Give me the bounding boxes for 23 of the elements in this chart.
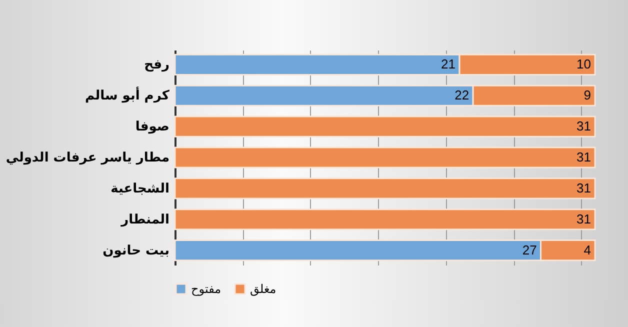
data-label: 31 <box>576 211 591 226</box>
data-label: 27 <box>522 242 537 258</box>
legend-label: مفتوح <box>191 282 222 296</box>
y-tick-label: مطار ياسر عرفات الدولي <box>6 150 170 166</box>
y-tick-label: الشجاعية <box>110 181 170 196</box>
data-label: 31 <box>576 180 591 196</box>
y-tick-label: بيت حانون <box>102 243 170 258</box>
bar <box>174 178 596 200</box>
y-tick-label: صوفا <box>135 120 170 135</box>
bar <box>174 208 596 230</box>
data-label: 21 <box>441 56 456 72</box>
bar <box>174 116 596 138</box>
data-label: 9 <box>584 88 591 103</box>
data-label: 22 <box>454 88 470 103</box>
y-tick-label: كرم أبو سالم <box>85 86 170 104</box>
data-label: 4 <box>584 242 591 258</box>
bar <box>174 146 596 168</box>
legend-label: مغلق <box>250 282 276 296</box>
y-tick-label: المنطار <box>120 212 170 228</box>
data-label: 10 <box>576 56 591 72</box>
data-label: 31 <box>576 118 591 134</box>
y-tick-label: رفح <box>144 58 170 73</box>
data-label: 31 <box>576 150 591 164</box>
